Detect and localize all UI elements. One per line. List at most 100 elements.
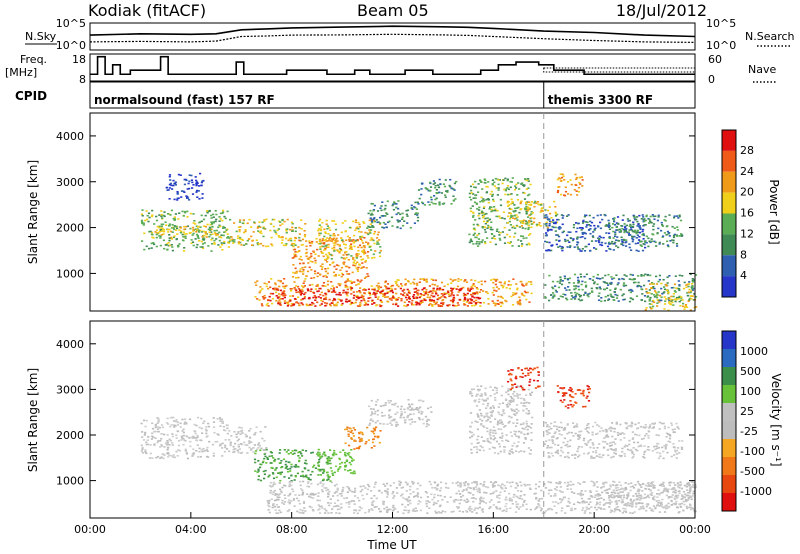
power-cell bbox=[497, 183, 500, 186]
power-cell bbox=[309, 244, 312, 247]
power-cell bbox=[516, 288, 519, 291]
velocity-cell bbox=[539, 506, 542, 509]
velocity-cell bbox=[392, 491, 395, 493]
power-cell bbox=[544, 240, 547, 243]
power-cell bbox=[635, 295, 639, 297]
power-cell bbox=[172, 217, 175, 220]
velocity-cell bbox=[521, 498, 524, 500]
velocity-cell bbox=[246, 452, 249, 454]
power-cell bbox=[309, 256, 312, 259]
power-cell bbox=[635, 232, 638, 235]
power-cell bbox=[302, 262, 305, 264]
velocity-cell bbox=[501, 483, 504, 486]
velocity-cell bbox=[402, 512, 405, 515]
power-cell bbox=[299, 268, 302, 270]
velocity-cell bbox=[496, 494, 499, 497]
velocity-cell bbox=[661, 491, 664, 494]
velocity-cell bbox=[218, 417, 222, 419]
power-cell bbox=[525, 209, 529, 211]
power-cell bbox=[307, 289, 310, 292]
velocity-cell bbox=[329, 480, 332, 482]
velocity-cell bbox=[458, 493, 462, 495]
power-cell bbox=[437, 186, 440, 188]
power-cell bbox=[421, 299, 424, 302]
power-cell bbox=[635, 231, 638, 233]
velocity-cell bbox=[221, 422, 224, 424]
power-cell bbox=[160, 215, 163, 218]
velocity-cell bbox=[189, 445, 192, 448]
power-cell bbox=[425, 291, 428, 293]
power-cell bbox=[348, 238, 351, 241]
power-cell bbox=[489, 206, 492, 208]
velocity-cell bbox=[237, 431, 240, 433]
power-cell bbox=[554, 211, 557, 214]
velocity-cell bbox=[417, 409, 420, 412]
power-cell bbox=[442, 303, 445, 306]
power-cell bbox=[285, 230, 288, 232]
noise-series-line bbox=[89, 25, 696, 38]
power-cell bbox=[296, 251, 299, 253]
power-cell bbox=[171, 188, 174, 190]
power-cell bbox=[436, 294, 440, 297]
power-cell bbox=[265, 285, 268, 288]
power-cell bbox=[429, 290, 432, 293]
velocity-cell bbox=[441, 510, 444, 512]
power-cell bbox=[376, 243, 379, 245]
power-cell bbox=[160, 234, 163, 236]
velocity-cell bbox=[351, 432, 354, 435]
power-cell bbox=[376, 210, 380, 212]
velocity-cell bbox=[581, 493, 585, 496]
power-cell bbox=[499, 198, 502, 201]
power-cell bbox=[329, 234, 332, 237]
velocity-cell bbox=[471, 511, 474, 513]
power-cell bbox=[655, 275, 658, 278]
power-cell bbox=[497, 189, 500, 191]
power-cell bbox=[325, 253, 328, 256]
power-cell bbox=[604, 242, 607, 245]
power-cell bbox=[613, 235, 617, 237]
velocity-cell bbox=[235, 433, 238, 436]
power-cell bbox=[624, 284, 628, 287]
power-cell bbox=[425, 278, 428, 281]
power-cell bbox=[420, 188, 423, 190]
power-cell bbox=[205, 236, 208, 238]
power-cell bbox=[681, 299, 684, 301]
power-cell bbox=[440, 293, 443, 295]
power-cell bbox=[577, 293, 581, 296]
power-cell bbox=[658, 299, 661, 301]
power-cell bbox=[335, 303, 338, 305]
power-cell bbox=[352, 220, 355, 223]
power-cell bbox=[362, 221, 365, 223]
power-cell bbox=[355, 299, 358, 301]
power-cell bbox=[487, 201, 490, 204]
power-cell bbox=[265, 245, 268, 248]
velocity-cell bbox=[364, 442, 367, 445]
power-cell bbox=[546, 216, 549, 218]
velocity-cell bbox=[333, 471, 336, 474]
power-cell bbox=[435, 293, 438, 295]
power-cell bbox=[201, 180, 204, 183]
power-cell bbox=[421, 294, 424, 296]
power-cell bbox=[171, 249, 174, 252]
velocity-cell bbox=[406, 483, 409, 486]
velocity-cell bbox=[329, 449, 332, 451]
power-cell bbox=[302, 270, 305, 273]
power-cell bbox=[350, 243, 353, 245]
power-cell bbox=[340, 249, 343, 252]
power-cell bbox=[524, 220, 528, 222]
power-cell bbox=[313, 276, 316, 279]
velocity-cell bbox=[146, 443, 150, 446]
velocity-cell bbox=[212, 452, 215, 455]
power-cell bbox=[660, 296, 663, 299]
velocity-cell bbox=[373, 506, 376, 509]
power-cell bbox=[593, 282, 596, 285]
power-cell bbox=[666, 276, 669, 278]
velocity-cell bbox=[667, 488, 670, 491]
power-cell bbox=[353, 259, 356, 262]
velocity-cell bbox=[462, 489, 465, 491]
power-cell bbox=[548, 220, 552, 223]
power-cell bbox=[501, 231, 504, 233]
power-cell bbox=[377, 221, 380, 223]
power-cell bbox=[550, 245, 553, 247]
velocity-cell bbox=[517, 496, 520, 499]
